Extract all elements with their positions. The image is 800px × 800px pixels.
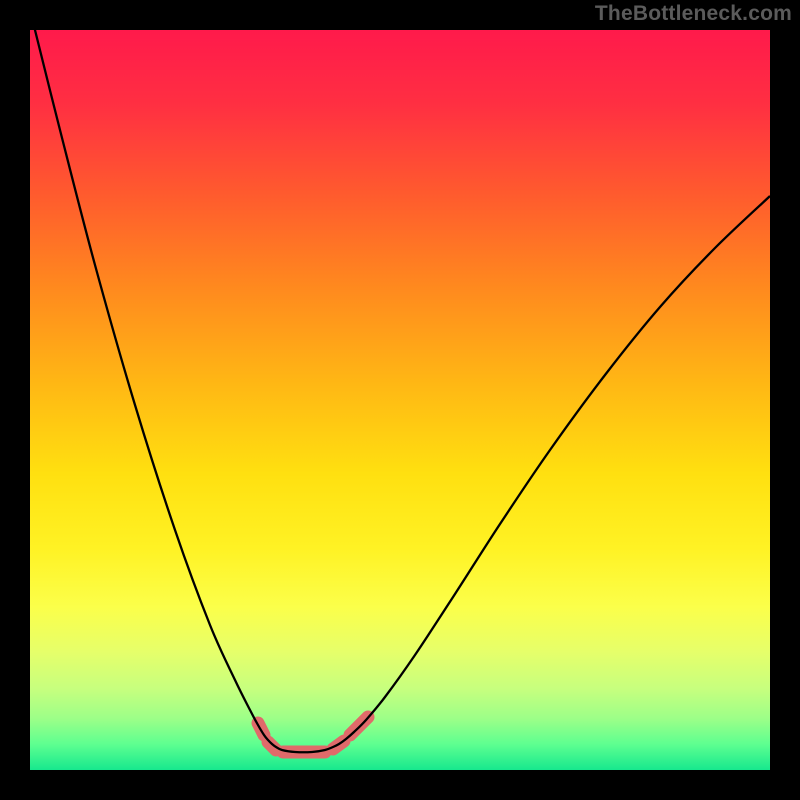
chart-svg: [0, 0, 800, 800]
watermark-text: TheBottleneck.com: [595, 2, 792, 26]
chart-frame: TheBottleneck.com: [0, 0, 800, 800]
plot-area: [30, 30, 770, 770]
